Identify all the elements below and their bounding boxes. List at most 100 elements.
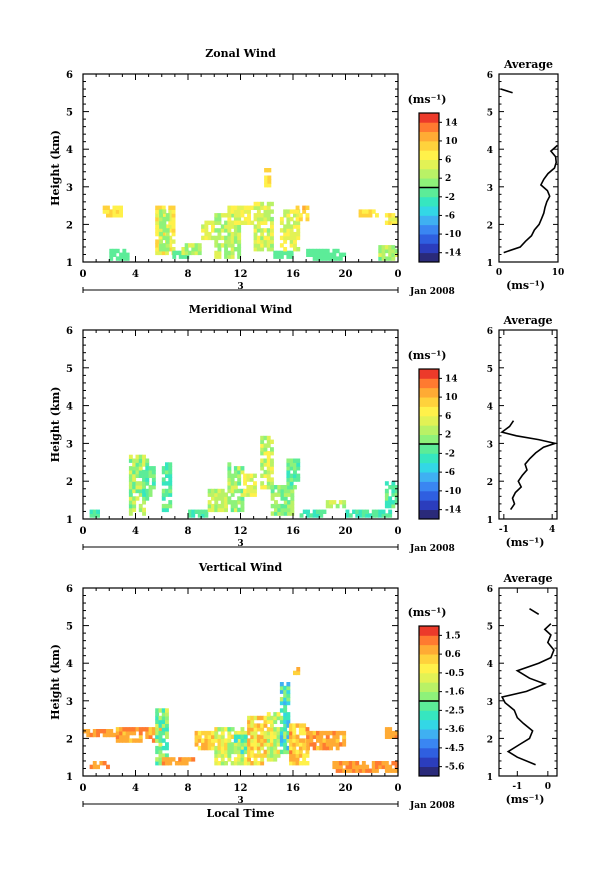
heatmap-cell	[132, 466, 137, 471]
heatmap-cell	[365, 509, 370, 514]
heatmap-cell	[230, 220, 235, 225]
heatmap-cell	[217, 254, 222, 259]
heatmap-cell	[240, 749, 245, 755]
heatmap-cell	[276, 730, 281, 736]
heatmap-cell	[227, 753, 232, 758]
colorbar-tick-label: -2	[445, 193, 455, 203]
heatmap-cell	[283, 488, 288, 494]
heatmap-cell	[276, 254, 281, 259]
y-tick-label: 2	[66, 220, 73, 231]
heatmap-cell	[158, 745, 163, 751]
heatmap-cell	[178, 757, 183, 762]
heatmap-cell	[135, 462, 140, 467]
heatmap-cell	[352, 768, 356, 773]
heatmap-cell	[168, 220, 173, 225]
heatmap-cell	[155, 243, 160, 248]
heatmap-cell	[286, 712, 291, 717]
heatmap-cell	[109, 209, 114, 214]
heatmap-cell	[293, 224, 297, 229]
heatmap-cell	[253, 492, 257, 497]
heatmap-cell	[280, 503, 285, 509]
heatmap-cell	[237, 228, 242, 233]
heatmap-cell	[204, 738, 209, 743]
heatmap-cell	[286, 469, 291, 475]
heatmap-cell	[230, 254, 235, 259]
heatmap-cell	[165, 247, 170, 252]
heatmap-cell	[263, 715, 268, 721]
heatmap-cell	[227, 254, 232, 259]
heatmap-cell	[322, 742, 327, 747]
heatmap-cell	[220, 745, 225, 751]
heatmap-cell	[142, 458, 146, 463]
heatmap-cell	[240, 466, 245, 471]
heatmap-cell	[394, 734, 399, 739]
heatmap-cell	[224, 247, 228, 252]
heatmap-cell	[384, 492, 389, 497]
heatmap-cell	[289, 734, 293, 739]
heatmap-cell	[286, 738, 291, 743]
heatmap-cell	[151, 738, 156, 743]
heatmap-cell	[365, 513, 370, 518]
heatmap-cell	[145, 730, 150, 736]
heatmap-cell	[316, 738, 320, 743]
heatmap-title: Vertical Wind	[198, 561, 283, 574]
heatmap-cell	[388, 252, 393, 257]
heatmap-cell	[214, 507, 219, 513]
heatmap-cell	[138, 469, 143, 475]
heatmap-cell	[292, 730, 297, 736]
heatmap-cell	[171, 216, 176, 222]
heatmap-cell	[128, 488, 133, 494]
heatmap-cell	[201, 738, 205, 743]
heatmap-cell	[145, 734, 150, 739]
heatmap-cell	[191, 243, 196, 248]
heatmap-cell	[267, 175, 272, 180]
heatmap-cell	[276, 712, 281, 717]
heatmap-cell	[361, 213, 366, 218]
heatmap-cell	[375, 213, 379, 218]
heatmap-cell	[289, 231, 294, 237]
heatmap-cell	[293, 239, 297, 244]
heatmap-cell	[316, 730, 320, 736]
heatmap-cell	[296, 670, 301, 676]
heatmap-cell	[273, 749, 278, 755]
heatmap-cell	[253, 738, 258, 743]
heatmap-cell	[158, 734, 163, 739]
heatmap-cell	[338, 500, 343, 505]
heatmap-cell	[247, 738, 251, 743]
heatmap-cell	[342, 734, 347, 739]
heatmap-cell	[102, 209, 107, 214]
heatmap-cell	[142, 469, 146, 475]
heatmap-cell	[270, 496, 275, 501]
avg-y-tick-label: 2	[487, 735, 493, 745]
heatmap-cell	[168, 761, 173, 766]
heatmap-cell	[158, 205, 163, 210]
heatmap-cell	[298, 213, 303, 218]
heatmap-cell	[270, 243, 274, 248]
heatmap-cell	[159, 224, 163, 229]
colorbar-bin	[419, 757, 439, 768]
heatmap-cell	[388, 513, 393, 518]
heatmap-cell	[289, 753, 293, 758]
heatmap-cell	[128, 492, 133, 497]
heatmap-cell	[109, 248, 114, 254]
avg-x-tick-label: 10	[552, 268, 565, 278]
heatmap-cell	[253, 481, 257, 486]
heatmap-cell	[293, 485, 297, 490]
heatmap-cell	[161, 205, 166, 210]
heatmap-cell	[162, 235, 167, 241]
heatmap-cell	[204, 745, 209, 751]
heatmap-cell	[286, 235, 291, 241]
heatmap-cell	[122, 727, 127, 732]
heatmap-cell	[270, 439, 274, 444]
heatmap-cell	[394, 496, 399, 501]
heatmap-cell	[306, 734, 310, 739]
y-tick-label: 6	[66, 70, 73, 81]
heatmap-cell	[217, 247, 222, 252]
heatmap-cell	[266, 469, 271, 475]
heatmap-cell	[165, 473, 169, 478]
heatmap-cell	[233, 228, 238, 233]
heatmap-cell	[145, 466, 150, 471]
heatmap-cell	[135, 454, 140, 460]
heatmap-cell	[233, 231, 238, 237]
